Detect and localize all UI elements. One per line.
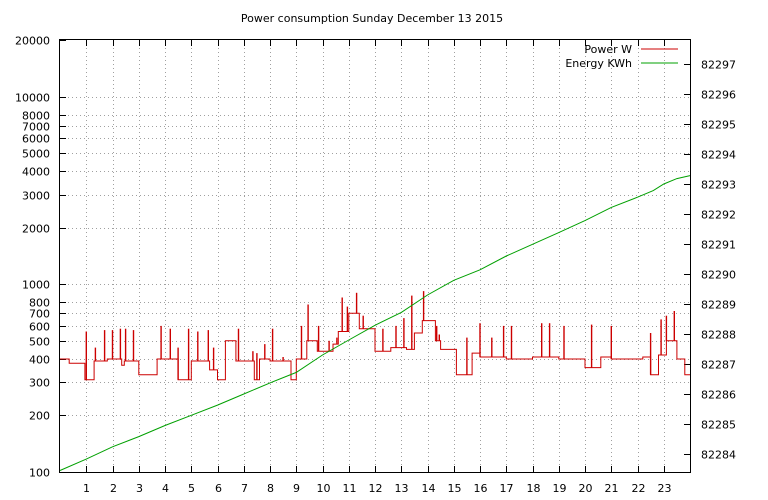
x-tick-label: 10 <box>317 482 331 495</box>
x-tick-label: 14 <box>422 482 436 495</box>
y-tick-label: 10000 <box>15 92 50 105</box>
y2-tick-label: 82297 <box>701 59 736 72</box>
y-tick-label: 3000 <box>22 190 50 203</box>
y2-tick-label: 82295 <box>701 119 736 132</box>
x-tick-label: 13 <box>395 482 409 495</box>
y-tick-label: 400 <box>29 354 50 367</box>
x-tick-label: 2 <box>110 482 117 495</box>
y-tick-label: 4000 <box>22 166 50 179</box>
y-tick-label: 2000 <box>22 223 50 236</box>
x-tick-label: 20 <box>579 482 593 495</box>
x-tick-label: 17 <box>500 482 514 495</box>
x-tick-label: 19 <box>553 482 567 495</box>
y2-tick-label: 82285 <box>701 419 736 432</box>
x-tick-label: 5 <box>188 482 195 495</box>
legend: Power W Energy KWh <box>565 43 678 70</box>
y-tick-label: 200 <box>29 410 50 423</box>
x-tick-label: 1 <box>83 482 90 495</box>
x-tick-label: 23 <box>658 482 672 495</box>
chart-title: Power consumption Sunday December 13 201… <box>241 12 503 25</box>
y2-tick-label: 82296 <box>701 89 736 102</box>
x-tick-label: 15 <box>448 482 462 495</box>
x-tick-label: 6 <box>215 482 222 495</box>
legend-energy-label: Energy KWh <box>565 57 632 70</box>
x-tick-label: 18 <box>527 482 541 495</box>
y-tick-label: 7000 <box>22 121 50 134</box>
y2-tick-label: 82287 <box>701 359 736 372</box>
y-tick-label: 500 <box>29 336 50 349</box>
energy-kwh-line <box>59 175 691 471</box>
y-tick-label: 800 <box>29 297 50 310</box>
x-tick-label: 21 <box>605 482 619 495</box>
y-tick-label: 20000 <box>15 35 50 48</box>
axes: 1 2 3 4 5 6 7 8 9 10 11 12 13 14 15 16 17 18 19 20 21 22 23100… <box>15 35 736 496</box>
series <box>59 175 691 471</box>
grid <box>60 40 690 472</box>
plot-frame <box>59 39 691 473</box>
y2-tick-label: 82289 <box>701 299 736 312</box>
y2-tick-label: 82288 <box>701 329 736 342</box>
y-tick-label: 1000 <box>22 279 50 292</box>
y2-tick-label: 82290 <box>701 269 736 282</box>
y2-tick-label: 82293 <box>701 179 736 192</box>
y-tick-label: 6000 <box>22 133 50 146</box>
y-tick-label: 8000 <box>22 110 50 123</box>
x-tick-label: 22 <box>632 482 646 495</box>
legend-power-label: Power W <box>584 43 632 56</box>
y-tick-label: 300 <box>29 377 50 390</box>
y2-tick-label: 82294 <box>701 149 736 162</box>
x-tick-label: 7 <box>241 482 248 495</box>
y-tick-label: 100 <box>29 467 50 480</box>
x-tick-label: 9 <box>293 482 300 495</box>
x-tick-label: 16 <box>474 482 488 495</box>
y-tick-label: 700 <box>29 308 50 321</box>
x-tick-label: 11 <box>343 482 357 495</box>
y-tick-label: 5000 <box>22 148 50 161</box>
y2-tick-label: 82284 <box>701 449 736 462</box>
y-tick-label: 600 <box>29 321 50 334</box>
y2-tick-label: 82286 <box>701 389 736 402</box>
x-tick-label: 8 <box>267 482 274 495</box>
x-tick-label: 4 <box>162 482 169 495</box>
x-tick-label: 3 <box>136 482 143 495</box>
y2-tick-label: 82291 <box>701 239 736 252</box>
y2-tick-label: 82292 <box>701 209 736 222</box>
power-w-line <box>60 312 690 381</box>
x-tick-label: 12 <box>369 482 383 495</box>
